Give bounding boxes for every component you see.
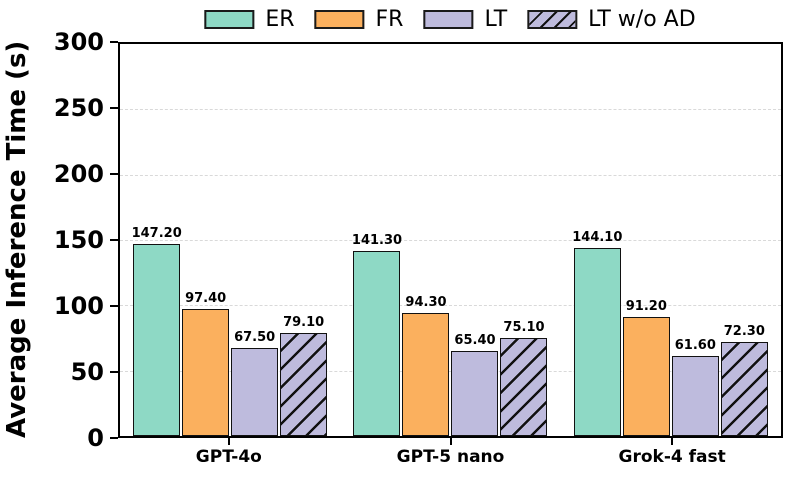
legend-item-lt: LT (423, 7, 507, 32)
y-tick-label-50: 50 (70, 358, 104, 386)
bar-value-label: 144.10 (572, 229, 623, 245)
bar-value-label: 94.30 (405, 294, 447, 310)
legend-label: LT w/o AD (588, 7, 696, 32)
bar-value-label: 79.10 (283, 314, 325, 330)
y-tick-mark-0 (110, 437, 118, 439)
gridline-50 (120, 370, 781, 372)
legend-label: FR (375, 7, 404, 32)
gridline-150 (120, 240, 781, 241)
legend-item-lt-w-o-ad: LT w/o AD (527, 7, 696, 32)
y-tick-label-100: 100 (53, 292, 104, 320)
bar-value-label: 97.40 (185, 290, 227, 306)
legend-swatch-icon (527, 10, 578, 29)
gridline-250 (120, 109, 781, 111)
bar-fr: 91.20 (622, 299, 670, 436)
x-tick-mark-3 (671, 437, 674, 445)
bar-fr: 94.30 (402, 295, 450, 436)
bar-fr: 97.40 (182, 291, 230, 436)
bar-lt: 67.50 (231, 330, 279, 436)
gridline-100 (120, 305, 781, 307)
bar-lt: 65.40 (451, 333, 499, 436)
bar-value-label: 67.50 (234, 329, 276, 345)
y-tick-label-150: 150 (53, 226, 104, 254)
y-tick-label-250: 250 (53, 94, 104, 122)
bar-lt-w-o-ad: 75.10 (500, 320, 548, 436)
y-tick-mark-50 (110, 371, 118, 373)
legend-item-fr: FR (314, 7, 404, 32)
x-tick-mark-1 (227, 437, 230, 445)
legend-swatch-icon (204, 10, 255, 29)
bar-group-gpt-5-nano: 141.30 94.30 65.40 75.10 (340, 44, 560, 436)
y-tick-mark-300 (110, 41, 118, 43)
y-tick-label-300: 300 (53, 28, 104, 56)
bar-er: 141.30 (352, 233, 402, 436)
bar-value-label: 91.20 (625, 298, 667, 314)
bar-value-label: 75.10 (503, 319, 545, 335)
x-tick-label-grok-4-fast: Grok-4 fast (618, 447, 726, 467)
bar-group-gpt-4o: 147.20 97.40 67.50 79.10 (120, 44, 340, 436)
bar-lt-w-o-ad: 79.10 (280, 315, 328, 436)
x-tick-mark-2 (449, 437, 452, 445)
x-tick-label-gpt-4o: GPT-4o (195, 447, 262, 467)
y-tick-label-0: 0 (87, 424, 104, 452)
x-tick-label-gpt-5-nano: GPT-5 nano (396, 447, 505, 467)
bar-er: 147.20 (132, 226, 182, 436)
gridline-200 (120, 174, 781, 176)
legend-swatch-icon (314, 10, 365, 29)
legend-item-er: ER (204, 7, 295, 32)
bar-er: 144.10 (572, 230, 622, 436)
y-tick-mark-200 (110, 173, 118, 175)
legend-label: ER (265, 7, 295, 32)
y-tick-mark-150 (110, 239, 118, 241)
bar-value-label: 72.30 (723, 323, 765, 339)
plot-area: 147.20 97.40 67.50 79.10 141.30 94.30 65.40 75.… (118, 42, 783, 438)
bar-value-label: 147.20 (131, 225, 182, 241)
legend-label: LT (484, 7, 508, 32)
legend-swatch-icon (423, 10, 474, 29)
bar-group-grok-4-fast: 144.10 91.20 61.60 72.30 (561, 44, 781, 436)
bar-lt: 61.60 (671, 338, 719, 436)
legend: ER FR LT LT w/o AD (204, 7, 696, 32)
y-tick-label-200: 200 (53, 160, 104, 188)
bar-value-label: 65.40 (454, 332, 496, 348)
bar-lt-w-o-ad: 72.30 (720, 324, 768, 436)
y-tick-mark-100 (110, 305, 118, 307)
bar-value-label: 61.60 (674, 337, 716, 353)
bar-groups: 147.20 97.40 67.50 79.10 141.30 94.30 65.40 75.… (120, 44, 781, 436)
y-tick-mark-250 (110, 107, 118, 109)
bar-value-label: 141.30 (351, 233, 403, 249)
